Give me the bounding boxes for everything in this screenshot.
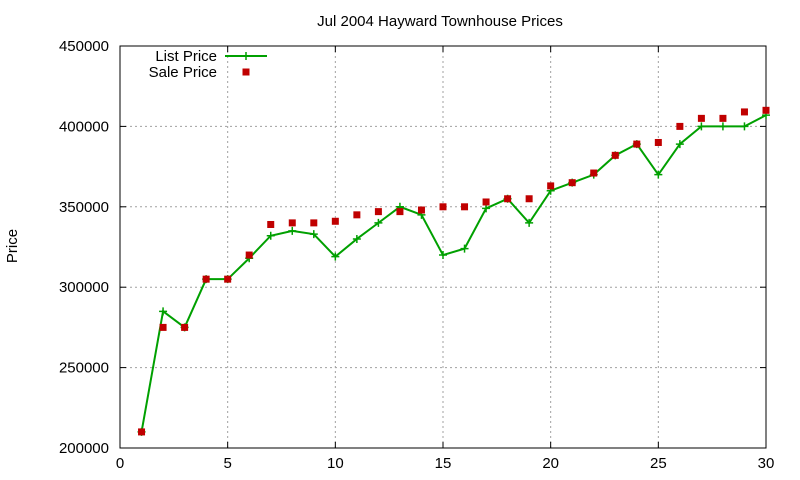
list-price-point xyxy=(159,307,168,316)
legend-square-marker xyxy=(242,68,250,76)
axis-ticks xyxy=(119,45,767,449)
sale-price-point xyxy=(590,169,598,177)
series-sale-price xyxy=(138,106,770,436)
y-axis-tick-labels: 200000 250000 300000 350000 400000 450000 xyxy=(59,38,109,457)
list-price-line xyxy=(140,114,767,433)
sale-price-point xyxy=(740,108,748,116)
list-price-point xyxy=(374,218,383,227)
sale-price-point xyxy=(138,428,146,436)
sale-price-point xyxy=(353,211,361,219)
sale-price-point xyxy=(482,198,490,206)
list-price-point xyxy=(740,122,749,131)
x-tick-label: 30 xyxy=(758,455,775,472)
sale-price-point xyxy=(611,151,619,159)
sale-price-point xyxy=(310,219,318,227)
sale-price-point xyxy=(719,114,727,122)
list-price-point xyxy=(675,140,684,149)
x-axis-tick-labels: 0 5 10 15 20 25 30 xyxy=(116,455,775,472)
list-price-point xyxy=(288,226,297,235)
sale-price-point xyxy=(676,122,684,130)
y-tick-label: 350000 xyxy=(59,199,109,216)
sale-price-point xyxy=(159,323,167,331)
list-price-point xyxy=(439,251,447,260)
sale-price-point xyxy=(461,203,469,211)
x-tick-label: 25 xyxy=(650,455,667,472)
sale-price-point xyxy=(374,208,382,216)
grid-lines xyxy=(120,46,766,448)
sale-price-point xyxy=(697,114,705,122)
sale-price-point xyxy=(654,138,662,146)
sale-price-point xyxy=(202,275,210,283)
y-tick-label: 250000 xyxy=(59,360,109,377)
list-price-point xyxy=(482,204,491,213)
legend-label-list-price: List Price xyxy=(155,48,217,65)
y-tick-label: 300000 xyxy=(59,279,109,296)
series-list-price xyxy=(137,111,770,436)
list-price-point xyxy=(654,170,663,179)
sale-price-point xyxy=(439,203,447,211)
x-tick-label: 10 xyxy=(327,455,344,472)
sale-price-point xyxy=(181,323,189,331)
sale-price-point xyxy=(267,220,275,228)
list-price-point xyxy=(266,231,275,240)
sale-price-point xyxy=(288,219,296,227)
y-tick-label: 450000 xyxy=(59,38,109,55)
legend-sample-list-price xyxy=(225,52,267,60)
x-tick-label: 15 xyxy=(435,455,452,472)
y-tick-label: 400000 xyxy=(59,118,109,135)
x-tick-label: 20 xyxy=(542,455,559,472)
sale-price-point xyxy=(331,217,339,225)
sale-price-point xyxy=(224,275,232,283)
x-tick-label: 0 xyxy=(116,455,124,472)
y-axis-label: Price xyxy=(4,229,21,263)
sale-price-point xyxy=(245,251,253,259)
legend-sample-sale-price xyxy=(242,68,250,76)
list-price-point xyxy=(331,252,340,261)
series-layer xyxy=(137,106,770,436)
sale-price-point xyxy=(762,106,770,114)
x-tick-label: 5 xyxy=(223,455,231,472)
sale-price-point xyxy=(547,182,555,190)
list-price-point xyxy=(309,230,318,239)
sale-price-point xyxy=(633,140,641,148)
list-price-point xyxy=(697,122,706,131)
sale-price-point xyxy=(568,179,576,187)
sale-price-point xyxy=(417,206,425,214)
sale-price-point xyxy=(504,195,512,203)
list-price-point xyxy=(352,234,361,243)
legend: List Price Sale Price xyxy=(149,48,267,81)
sale-price-point xyxy=(525,195,533,203)
y-tick-label: 200000 xyxy=(59,440,109,457)
sale-price-point xyxy=(396,208,404,216)
chart-title: Jul 2004 Hayward Townhouse Prices xyxy=(317,13,563,30)
list-price-point xyxy=(718,122,727,131)
legend-label-sale-price: Sale Price xyxy=(149,64,217,81)
list-price-point xyxy=(525,218,534,227)
legend-plus-marker xyxy=(242,52,250,60)
list-price-point xyxy=(460,244,469,253)
